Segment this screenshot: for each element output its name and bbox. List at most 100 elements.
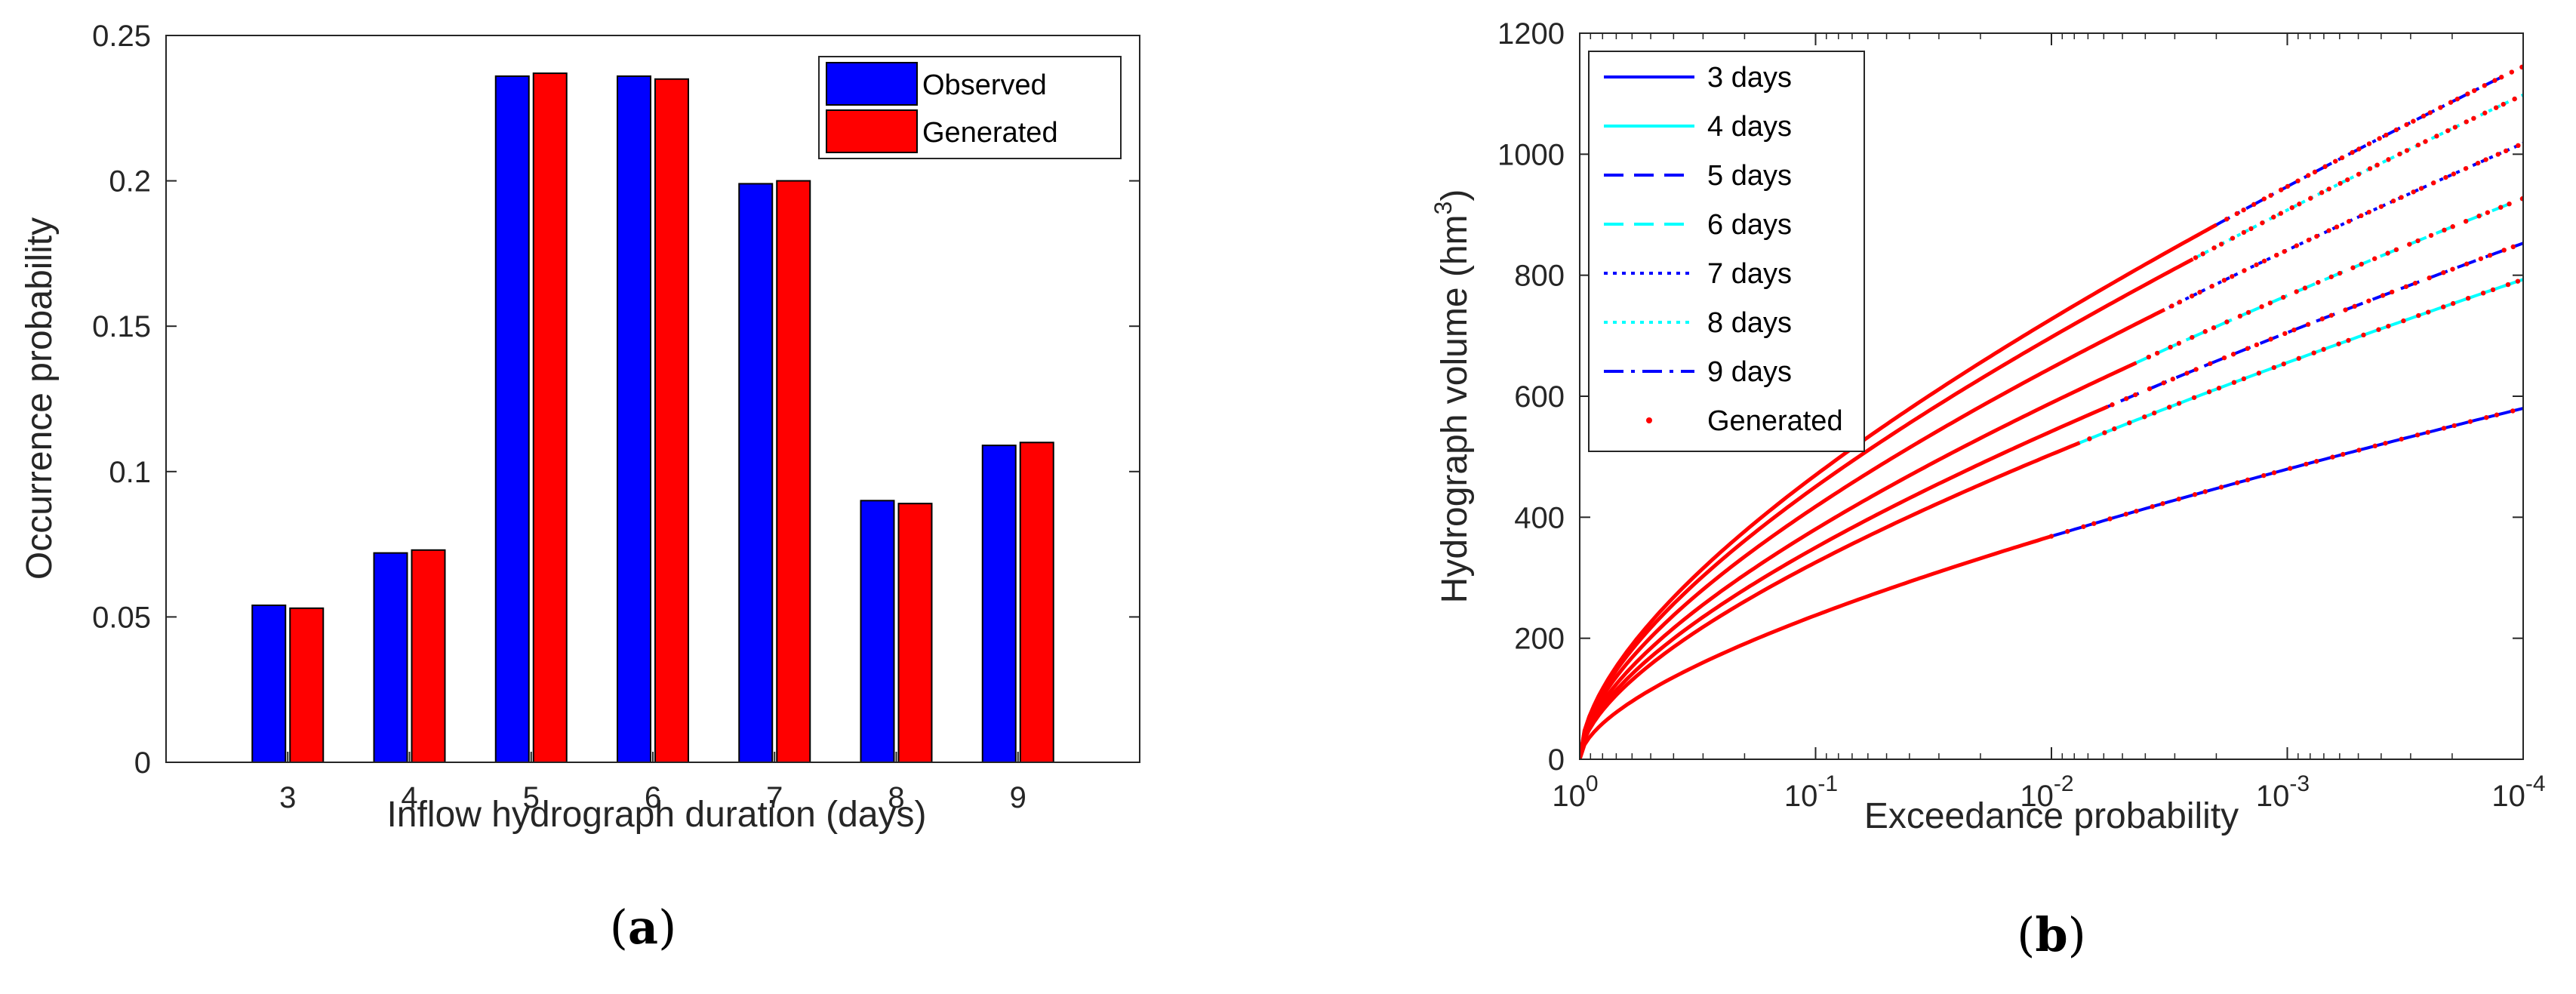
generated-point [2442, 227, 2447, 233]
generated-point [2322, 164, 2328, 169]
generated-point [2267, 300, 2273, 306]
generated-point [2448, 100, 2454, 105]
panel-a-bar-chart: 0 0.05 0.1 0.15 0.2 0.25 3 4 5 6 7 8 9 Inflow hydro… [20, 20, 1140, 955]
generated-point [2311, 350, 2316, 355]
x-tick-label: 8 [888, 781, 904, 814]
generated-curve-9-days [1580, 223, 2217, 759]
generated-point [2356, 171, 2362, 177]
generated-curve-3-days [1580, 534, 2052, 759]
y-axis-label: Hydrograph volume (hm3) [1430, 189, 1475, 604]
generated-point [2242, 268, 2247, 273]
y-tick-label: 0.15 [92, 310, 151, 343]
generated-point [2341, 451, 2346, 457]
generated-point [2235, 480, 2240, 485]
generated-point [2209, 284, 2214, 289]
generated-point [2230, 274, 2235, 279]
generated-point [2271, 214, 2276, 220]
generated-point [2202, 329, 2208, 334]
legend-label-6-days: 6 days [1707, 209, 1792, 241]
generated-point [2493, 105, 2499, 110]
generated-point [2142, 414, 2147, 420]
generated-point [2150, 503, 2155, 509]
generated-point [2127, 420, 2132, 426]
x-axis-label: Inflow hydrograph duration (days) [386, 795, 926, 835]
generated-point [2450, 266, 2455, 272]
generated-point [2510, 408, 2516, 414]
generated-point [2295, 178, 2301, 183]
bar-generated-9 [1019, 442, 1054, 764]
generated-point [2241, 207, 2246, 213]
generated-point [2475, 160, 2481, 166]
x-tick-label: 7 [766, 781, 783, 814]
generated-point [2166, 405, 2172, 410]
y-tick-label: 800 [1514, 260, 1565, 293]
bar-generated-8 [897, 503, 933, 763]
generated-point [2260, 220, 2265, 226]
generated-curve-7-days [1580, 307, 2166, 759]
generated-point [2451, 423, 2457, 429]
x-axis-label: Exceedance probability [1864, 796, 2239, 836]
generated-point [2339, 155, 2345, 161]
generated-point [2202, 489, 2208, 494]
generated-point [2399, 436, 2404, 442]
generated-point [2495, 152, 2501, 157]
generated-point [2393, 247, 2399, 253]
generated-point [2248, 226, 2254, 232]
generated-point [2147, 386, 2153, 392]
generated-point [2133, 392, 2138, 398]
generated-point [2271, 470, 2277, 475]
generated-point [2411, 118, 2416, 124]
x-tick-label: 100 [1552, 771, 1598, 813]
generated-point [2245, 309, 2251, 315]
generated-point [2177, 300, 2183, 305]
generated-point [2390, 289, 2395, 295]
generated-point [2314, 459, 2319, 464]
generated-point [2048, 534, 2054, 539]
generated-point [2123, 512, 2128, 517]
generated-point [2438, 105, 2443, 110]
generated-point [2241, 376, 2247, 382]
generated-point [2254, 342, 2260, 348]
generated-point [2268, 337, 2273, 342]
x-tick-label: 6 [645, 781, 661, 814]
generated-point [2483, 157, 2488, 162]
generated-point [2200, 251, 2205, 257]
legend-swatch-generated [1646, 417, 1652, 423]
generated-point [2282, 331, 2288, 337]
generated-point [2308, 195, 2313, 201]
generated-point [2509, 69, 2514, 75]
generated-point [2452, 125, 2458, 130]
generated-point [2512, 96, 2517, 102]
generated-point [2160, 501, 2165, 506]
generated-point [2501, 101, 2506, 107]
generated-point [2366, 298, 2371, 303]
curves [1580, 64, 2523, 759]
generated-point [2476, 213, 2482, 219]
bar-observed-4 [373, 552, 408, 763]
bar-generated-3 [289, 607, 325, 763]
generated-point [2412, 281, 2418, 286]
generated-point [2393, 127, 2399, 133]
panel-label-a: (a) [610, 900, 677, 955]
generated-point [2485, 210, 2491, 215]
generated-point [2463, 166, 2469, 171]
generated-point [2478, 256, 2484, 261]
generated-point [2492, 78, 2498, 83]
generated-point [2346, 337, 2351, 343]
generated-point [2321, 346, 2326, 352]
x-tick-label: 5 [523, 781, 540, 814]
generated-point [2230, 235, 2236, 241]
generated-point [2278, 211, 2284, 216]
generated-point [2337, 270, 2343, 276]
generated-point [2414, 432, 2421, 438]
generated-point [2176, 401, 2182, 406]
generated-point [2380, 293, 2386, 298]
generated-point [2519, 64, 2523, 70]
generated-point [2208, 361, 2213, 366]
generated-point [2427, 275, 2432, 281]
generated-curve-8-days [1580, 257, 2194, 759]
generated-point [2367, 166, 2373, 171]
y-tick-label: 0 [134, 746, 151, 780]
generated-point [2372, 256, 2377, 261]
